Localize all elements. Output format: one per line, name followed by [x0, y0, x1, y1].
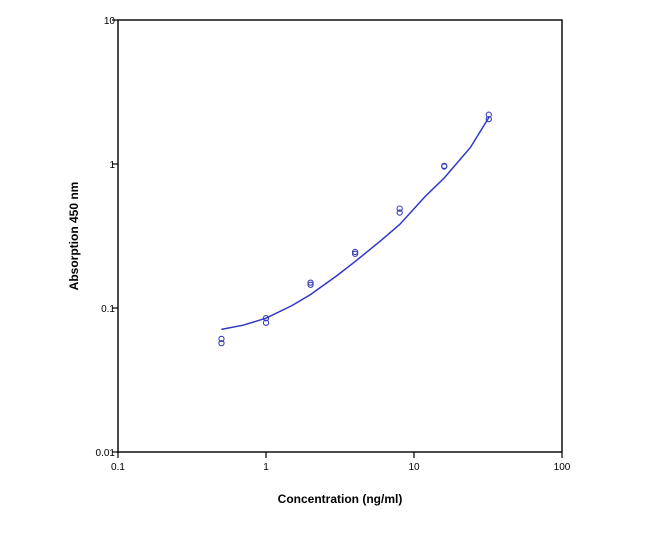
data-point	[441, 163, 448, 170]
data-point	[218, 340, 225, 347]
plot-frame	[117, 19, 563, 453]
y-tick-label: 0.1	[101, 304, 115, 315]
x-axis-title: Concentration (ng/ml)	[278, 492, 403, 506]
y-axis-ticks: 0.01 0.1 1 10	[96, 16, 118, 459]
data-point	[351, 250, 359, 257]
data-point	[485, 115, 492, 123]
data-point	[218, 335, 225, 343]
x-tick-label: 0.1	[111, 462, 125, 473]
data-point	[307, 281, 314, 288]
data-point	[351, 248, 359, 256]
data-point	[485, 111, 492, 118]
y-tick-label: 1	[109, 160, 115, 171]
data-point	[262, 319, 270, 326]
y-axis-title: Absorption 450 nm	[67, 182, 81, 291]
y-tick-label: 0.01	[96, 448, 116, 459]
fit-curve	[221, 117, 490, 331]
y-tick-label: 10	[104, 16, 116, 27]
x-tick-label: 1	[263, 462, 269, 473]
data-point	[307, 279, 314, 286]
data-point	[396, 205, 403, 212]
x-tick-label: 100	[554, 462, 571, 473]
x-axis-ticks: 0.1 1 10 100	[111, 452, 571, 473]
x-tick-label: 10	[408, 462, 420, 473]
data-point	[262, 315, 270, 322]
series-layer	[218, 111, 492, 347]
data-point	[396, 209, 403, 216]
